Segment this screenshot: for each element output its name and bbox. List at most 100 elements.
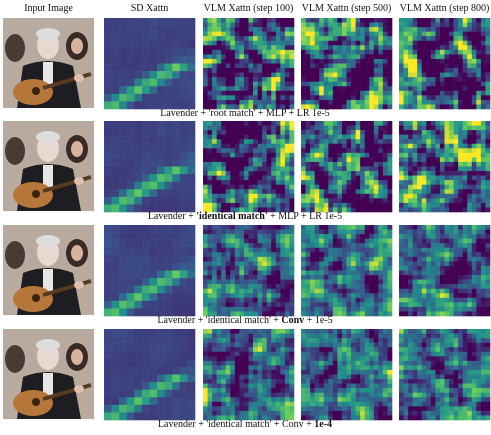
attention-cell — [408, 31, 413, 37]
attention-cell — [111, 48, 120, 57]
attention-cell — [426, 261, 432, 267]
attention-cell — [467, 81, 473, 87]
attention-cell — [458, 40, 463, 46]
attention-cell — [203, 311, 208, 317]
attention-cell — [476, 311, 482, 317]
attention-cell — [314, 374, 320, 380]
attention-cell — [373, 22, 379, 28]
attention-cell — [157, 86, 165, 95]
attention-cell — [225, 392, 231, 398]
attention-cell — [467, 58, 473, 64]
attention-cell — [408, 284, 413, 289]
attention-cell — [301, 125, 306, 131]
attention-cell — [480, 293, 486, 299]
attention-cell — [328, 180, 334, 185]
attention-cell — [373, 31, 379, 37]
attention-cell — [243, 275, 249, 280]
attention-cell — [248, 397, 254, 403]
attention-cell — [435, 22, 441, 28]
attention-cell — [225, 139, 231, 145]
attention-cell — [284, 401, 290, 407]
attention-cell — [462, 104, 468, 110]
attention-cell — [243, 58, 249, 64]
attention-cell — [382, 238, 388, 244]
attention-cell — [408, 306, 413, 312]
attention-cell — [203, 243, 208, 249]
attention-cell — [462, 225, 468, 230]
attention-cell — [332, 333, 338, 339]
attention-cell — [257, 410, 263, 416]
attention-cell — [369, 18, 375, 23]
hair — [36, 131, 60, 143]
attention-cell — [216, 288, 222, 294]
attention-cell — [239, 175, 245, 181]
attention-cell — [266, 284, 272, 289]
attention-cell — [164, 366, 173, 375]
attention-cell — [378, 202, 384, 208]
attention-cell — [408, 225, 413, 230]
attention-cell — [284, 139, 290, 145]
attention-cell — [360, 342, 365, 348]
attention-cell — [314, 365, 320, 371]
attention-cell — [280, 261, 286, 267]
attention-cell — [341, 302, 347, 308]
attention-cell — [111, 344, 120, 353]
attention-cell — [239, 284, 245, 289]
attention-cell — [355, 81, 361, 87]
attention-cell — [426, 49, 432, 55]
attention-cell — [328, 243, 334, 249]
attention-cell — [157, 40, 165, 49]
attention-cell — [243, 27, 249, 32]
attention-cell — [271, 270, 277, 276]
attention-cell — [187, 285, 196, 294]
attention-cell — [266, 130, 272, 135]
attention-cell — [360, 130, 365, 135]
attention-cell — [253, 171, 258, 176]
attention-cell — [134, 158, 143, 167]
attention-cell — [369, 161, 375, 167]
attention-cell — [417, 31, 423, 37]
attention-cell — [284, 238, 290, 244]
attention-cell — [430, 261, 436, 267]
attention-cell — [387, 347, 393, 353]
attention-cell — [453, 139, 459, 145]
attention-cell — [104, 247, 112, 256]
attention-cell — [271, 252, 277, 258]
attention-cell — [216, 243, 222, 249]
attention-cell — [234, 68, 240, 73]
attention-cell — [275, 125, 281, 131]
attention-cell — [187, 225, 196, 233]
attention-cell — [253, 311, 258, 317]
attention-cell — [471, 99, 477, 105]
attention-cell — [164, 308, 173, 317]
attention-cell — [458, 306, 463, 312]
attention-cell — [351, 383, 356, 389]
attention-cell — [187, 40, 196, 49]
attention-cell — [253, 166, 258, 172]
attention-cell — [266, 161, 272, 167]
attention-cell — [172, 344, 181, 353]
attention-cell — [207, 134, 213, 140]
attention-cell — [453, 54, 459, 60]
attention-cell — [430, 302, 436, 308]
attention-cell — [444, 18, 450, 23]
attention-cell — [403, 261, 409, 267]
attention-cell — [305, 27, 311, 32]
attention-cell — [403, 143, 409, 149]
attention-cell — [421, 202, 427, 208]
attention-cell — [387, 293, 393, 299]
attention-cell — [399, 95, 404, 101]
attention-cell — [378, 68, 384, 73]
attention-cell — [351, 31, 356, 37]
attention-cell — [280, 252, 286, 258]
attention-cell — [341, 198, 347, 204]
attention-cell — [257, 104, 263, 110]
attention-cell — [284, 275, 290, 280]
attention-cell — [119, 225, 128, 233]
attention-cell — [119, 55, 128, 64]
attention-cell — [337, 171, 343, 176]
attention-cell — [382, 311, 388, 317]
attention-cell — [435, 180, 441, 185]
attention-cell — [234, 401, 240, 407]
attention-cell — [426, 207, 432, 213]
